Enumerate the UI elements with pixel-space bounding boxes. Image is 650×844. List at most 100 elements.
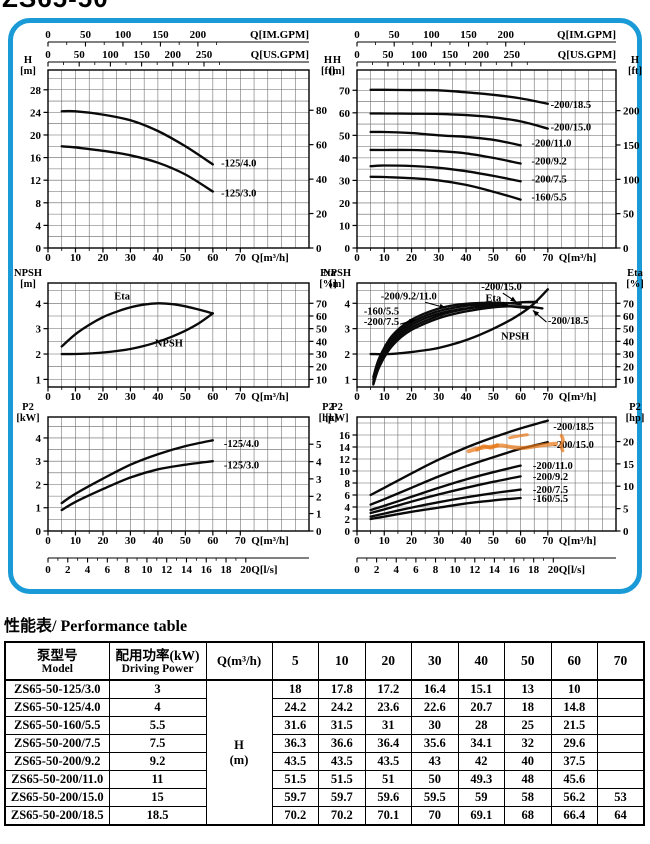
value-cell-q70 [597,752,645,771]
column-header-q-60: 60 [550,641,598,681]
value-cell-q70 [597,734,645,753]
performance-table-title: 性能表/ Performance table [4,618,188,635]
value-cell-q5: 18 [271,679,319,699]
value-cell-q60: 14.8 [550,698,598,717]
value-cell-q5: 43.5 [271,752,319,771]
value-cell-q70 [597,679,645,699]
column-header-model: 泵型号 Model [4,641,110,681]
value-cell-q10: 36.6 [318,734,366,753]
value-cell-q50: 40 [504,752,552,771]
value-cell-q40: 59 [457,788,505,807]
value-cell-q10: 43.5 [318,752,366,771]
value-cell-q5: 51.5 [271,770,319,789]
model-cell: ZS65-50-125/3.0 [4,679,110,699]
charts-panel-border [8,18,642,594]
value-cell-q20: 36.4 [364,734,412,753]
table-row-ZS65-50-200/15.0: ZS65-50-200/15.0 15 59.7 59.7 59.6 59.5 59 58 56… [4,788,645,807]
value-cell-q30: 50 [411,770,459,789]
column-header-q-30: 30 [411,641,459,681]
value-cell-q60: 10 [550,679,598,699]
table-row-ZS65-50-160/5.5: ZS65-50-160/5.5 5.5 31.6 31.5 31 30 28 25 21.5 [4,716,645,735]
value-cell-q60: 56.2 [550,788,598,807]
value-cell-q5: 70.2 [271,806,319,826]
value-cell-q10: 51.5 [318,770,366,789]
value-cell-q40: 20.7 [457,698,505,717]
power-cell: 18.5 [108,806,207,826]
power-cell: 11 [108,770,207,789]
performance-table-head: 泵型号 Model 配用功率(kW) Driving Power Q(m³/h) 5 10 2… [4,641,645,681]
value-cell-q10: 31.5 [318,716,366,735]
value-cell-q70: 64 [597,806,645,826]
value-cell-q5: 24.2 [271,698,319,717]
power-cell: 9.2 [108,752,207,771]
value-cell-q50: 68 [504,806,552,826]
page-title-text: ZS65-50 [2,0,162,10]
value-cell-q70 [597,716,645,735]
performance-table-body: ZS65-50-125/3.0 3 H (m) 18 17.8 17.2 16.4 15.1 13… [4,679,645,826]
value-cell-q40: 49.3 [457,770,505,789]
value-cell-q50: 25 [504,716,552,735]
table-row-ZS65-50-125/3.0: ZS65-50-125/3.0 3 H (m) 18 17.8 17.2 16.4 15.1 13… [4,679,645,826]
value-cell-q20: 51 [364,770,412,789]
power-cell: 7.5 [108,734,207,753]
value-cell-q70 [597,698,645,717]
value-cell-q50: 32 [504,734,552,753]
model-cell: ZS65-50-200/15.0 [4,788,110,807]
value-cell-q70 [597,770,645,789]
value-cell-q30: 30 [411,716,459,735]
value-cell-q30: 22.6 [411,698,459,717]
value-cell-q60: 29.6 [550,734,598,753]
column-header-q-40: 40 [457,641,505,681]
value-cell-q30: 16.4 [411,679,459,699]
value-cell-q30: 59.5 [411,788,459,807]
value-cell-q10: 17.8 [318,679,366,699]
column-header-q-20: 20 [364,641,412,681]
model-cell: ZS65-50-200/7.5 [4,734,110,753]
value-cell-q50: 48 [504,770,552,789]
value-cell-q60: 45.6 [550,770,598,789]
column-header-q-50: 50 [504,641,552,681]
value-cell-q40: 34.1 [457,734,505,753]
model-cell: ZS65-50-125/4.0 [4,698,110,717]
power-cell: 15 [108,788,207,807]
value-cell-q20: 17.2 [364,679,412,699]
value-cell-q30: 70 [411,806,459,826]
value-cell-q40: 42 [457,752,505,771]
model-cell: ZS65-50-160/5.5 [4,716,110,735]
value-cell-q50: 13 [504,679,552,699]
table-row-ZS65-50-200/7.5: ZS65-50-200/7.5 7.5 36.3 36.6 36.4 35.6 34.1 32… [4,734,645,753]
column-header-driving-power: 配用功率(kW) Driving Power [108,641,207,681]
value-cell-q60: 21.5 [550,716,598,735]
value-cell-q10: 59.7 [318,788,366,807]
value-cell-q50: 18 [504,698,552,717]
value-cell-q5: 36.3 [271,734,319,753]
column-header-q: Q(m³/h) [205,641,273,681]
value-cell-q40: 28 [457,716,505,735]
value-cell-q60: 37.5 [550,752,598,771]
column-header-q-5: 5 [271,641,319,681]
value-cell-q5: 31.6 [271,716,319,735]
performance-table: 泵型号 Model 配用功率(kW) Driving Power Q(m³/h) 5 10 2… [4,641,645,826]
value-cell-q20: 70.1 [364,806,412,826]
value-cell-q20: 23.6 [364,698,412,717]
power-cell: 5.5 [108,716,207,735]
performance-section: 性能表/ Performance table 泵型号 Model 配用功率(kW) D… [0,612,650,826]
head-unit-cell: H (m) [205,679,273,826]
value-cell-q50: 58 [504,788,552,807]
value-cell-q60: 66.4 [550,806,598,826]
table-row-ZS65-50-200/18.5: ZS65-50-200/18.5 18.5 70.2 70.2 70.1 70 69.1 68… [4,806,645,826]
column-header-q-10: 10 [318,641,366,681]
model-cell: ZS65-50-200/11.0 [4,770,110,789]
value-cell-q20: 31 [364,716,412,735]
table-row-ZS65-50-200/11.0: ZS65-50-200/11.0 11 51.5 51.5 51 50 49.3 48 45.6 [4,770,645,789]
page-title-clipped: ZS65-50 [2,0,162,10]
model-cell: ZS65-50-200/9.2 [4,752,110,771]
value-cell-q30: 43 [411,752,459,771]
model-cell: ZS65-50-200/18.5 [4,806,110,826]
value-cell-q5: 59.7 [271,788,319,807]
value-cell-q40: 69.1 [457,806,505,826]
value-cell-q30: 35.6 [411,734,459,753]
value-cell-q20: 43.5 [364,752,412,771]
column-header-q-70: 70 [597,641,645,681]
